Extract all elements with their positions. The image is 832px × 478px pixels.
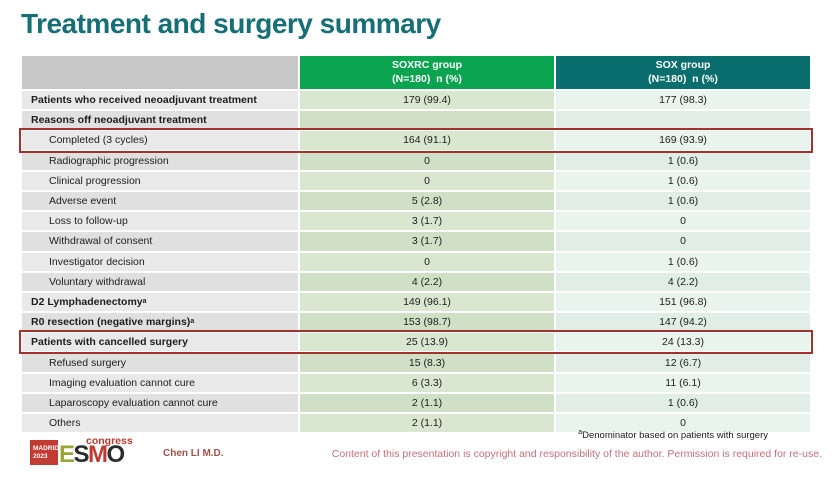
table-row: Adverse event 5 (2.8) 1 (0.6) xyxy=(22,191,810,211)
sox-group-name: SOX group xyxy=(655,58,711,71)
congress-label: congress xyxy=(86,435,133,447)
table-row: Laparoscopy evaluation cannot cure 2 (1.1… xyxy=(22,393,810,412)
sox-value: 1 (0.6) xyxy=(556,171,810,190)
table-row: Withdrawal of consent 3 (1.7) 0 xyxy=(22,232,810,251)
header-cell-soxrc-group: SOXRC group (N=180) n (%) xyxy=(300,56,554,89)
soxrc-value: 4 (2.2) xyxy=(300,272,554,291)
header-cell-sox-group: SOX group (N=180) n (%) xyxy=(556,56,810,89)
table-row: Reasons off neoadjuvant treatment xyxy=(22,111,810,130)
soxrc-value: 6 (3.3) xyxy=(300,373,554,392)
sox-value xyxy=(556,111,810,130)
row-label: D2 Lymphadenectomy a xyxy=(22,292,298,312)
soxrc-value: 0 xyxy=(300,151,554,170)
table-footnote: aDenominator based on patients with surg… xyxy=(578,428,768,441)
table-row: Patients with cancelled surgery 25 (13.9)… xyxy=(19,330,813,355)
soxrc-value: 2 (1.1) xyxy=(300,414,554,433)
table-row: D2 Lymphadenectomy a 149 (96.1) 151 (96.8) xyxy=(22,292,810,312)
row-label: R0 resection (negative margins) a xyxy=(22,313,298,332)
soxrc-value: 179 (99.4) xyxy=(300,91,554,110)
soxrc-value: 153 (98.7) xyxy=(300,313,554,332)
row-label: Clinical progression xyxy=(22,171,298,190)
row-label: Patients with cancelled surgery xyxy=(22,333,298,352)
sox-value: 24 (13.3) xyxy=(556,333,810,352)
sox-value: 4 (2.2) xyxy=(556,272,810,291)
table-row: Investigator decision 0 1 (0.6) xyxy=(22,252,810,271)
soxrc-value: 164 (91.1) xyxy=(300,131,554,150)
soxrc-value: 15 (8.3) xyxy=(300,353,554,372)
sox-value: 147 (94.2) xyxy=(556,313,810,332)
presenter-name: Chen LI M.D. xyxy=(163,448,224,459)
copyright-notice: Content of this presentation is copyrigh… xyxy=(331,448,822,460)
table-row: Refused surgery 15 (8.3) 12 (6.7) xyxy=(22,353,810,372)
row-label: Loss to follow-up xyxy=(22,212,298,231)
soxrc-value: 5 (2.8) xyxy=(300,191,554,211)
sox-value: 1 (0.6) xyxy=(556,393,810,412)
table-row: Loss to follow-up 3 (1.7) 0 xyxy=(22,212,810,231)
sox-value: 1 (0.6) xyxy=(556,151,810,170)
soxrc-value: 0 xyxy=(300,252,554,271)
row-label: Adverse event xyxy=(22,191,298,211)
table-row: Completed (3 cycles) 164 (91.1) 169 (93.9) xyxy=(19,128,813,153)
row-label: Withdrawal of consent xyxy=(22,232,298,251)
soxrc-group-n: (N=180) n (%) xyxy=(392,72,462,85)
sox-value: 0 xyxy=(556,414,810,433)
table-row: Others 2 (1.1) 0 xyxy=(22,414,810,433)
madrid-2023-badge: MADRID 2023 xyxy=(30,440,59,465)
esmo-wordmark: ESMO xyxy=(59,440,125,468)
row-label: Patients who received neoadjuvant treatm… xyxy=(22,91,298,110)
table-row: Voluntary withdrawal 4 (2.2) 4 (2.2) xyxy=(22,272,810,291)
sox-value: 177 (98.3) xyxy=(556,91,810,110)
esmo-congress-logo: MADRID 2023 ESMO xyxy=(30,440,125,468)
row-label: Refused surgery xyxy=(22,353,298,372)
soxrc-value: 2 (1.1) xyxy=(300,393,554,412)
row-label: Reasons off neoadjuvant treatment xyxy=(22,111,298,130)
table-row: Radiographic progression 0 1 (0.6) xyxy=(22,151,810,170)
table-row: Patients who received neoadjuvant treatm… xyxy=(22,91,810,110)
sox-group-n: (N=180) n (%) xyxy=(648,72,718,85)
logo-year: 2023 xyxy=(33,452,48,460)
sox-value: 151 (96.8) xyxy=(556,292,810,312)
soxrc-value: 0 xyxy=(300,171,554,190)
logo-city: MADRID xyxy=(33,444,59,452)
row-label: Imaging evaluation cannot cure xyxy=(22,373,298,392)
page-title: Treatment and surgery summary xyxy=(21,8,441,39)
sox-value: 0 xyxy=(556,232,810,251)
row-label: Voluntary withdrawal xyxy=(22,272,298,291)
footnote-text: Denominator based on patients with surge… xyxy=(582,430,768,441)
sox-value: 1 (0.6) xyxy=(556,252,810,271)
row-label: Laparoscopy evaluation cannot cure xyxy=(22,393,298,412)
table-body: Patients who received neoadjuvant treatm… xyxy=(19,91,813,433)
row-label: Investigator decision xyxy=(22,252,298,271)
soxrc-value xyxy=(300,111,554,130)
sox-value: 0 xyxy=(556,212,810,231)
row-label: Completed (3 cycles) xyxy=(22,131,298,150)
table-row: Clinical progression 0 1 (0.6) xyxy=(22,171,810,190)
soxrc-value: 149 (96.1) xyxy=(300,292,554,312)
sox-value: 12 (6.7) xyxy=(556,353,810,372)
table-row: R0 resection (negative margins) a 153 (98.… xyxy=(22,313,810,332)
soxrc-value: 25 (13.9) xyxy=(300,333,554,352)
table-row: Imaging evaluation cannot cure 6 (3.3) 11 … xyxy=(22,373,810,392)
row-label: Radiographic progression xyxy=(22,151,298,170)
table-header-row: SOXRC group (N=180) n (%) SOX group (N=1… xyxy=(22,56,810,89)
sox-value: 11 (6.1) xyxy=(556,373,810,392)
soxrc-value: 3 (1.7) xyxy=(300,212,554,231)
soxrc-group-name: SOXRC group xyxy=(392,58,462,71)
row-label: Others xyxy=(22,414,298,433)
soxrc-value: 3 (1.7) xyxy=(300,232,554,251)
summary-table: SOXRC group (N=180) n (%) SOX group (N=1… xyxy=(19,56,813,434)
footnote-marker: a xyxy=(578,428,583,436)
header-cell-empty xyxy=(22,56,298,89)
sox-value: 1 (0.6) xyxy=(556,191,810,211)
sox-value: 169 (93.9) xyxy=(556,131,810,150)
